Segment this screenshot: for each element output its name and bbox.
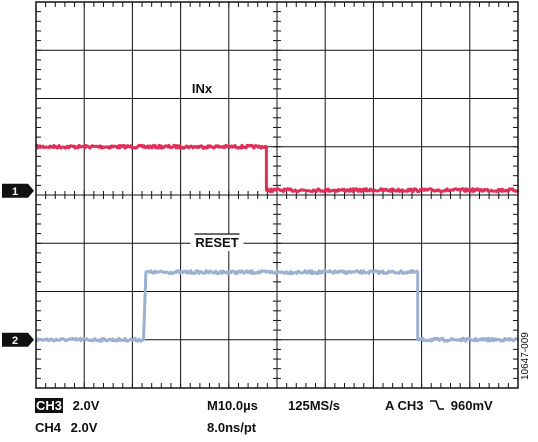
trigger-source: A CH3 xyxy=(385,398,424,413)
channel-markers: 12 xyxy=(2,183,34,347)
series-labels: INx RESET xyxy=(190,81,244,251)
plot-border xyxy=(35,1,519,389)
sample-rate-readout: 125MS/s xyxy=(288,398,341,413)
channel-marker-1 xyxy=(2,183,34,198)
channel-marker-2 xyxy=(2,332,34,347)
ch3-scale: 2.0V xyxy=(72,398,100,413)
timebase-readout: M10.0µs xyxy=(207,398,258,413)
label-backdrop xyxy=(190,234,244,251)
series-label-reset: RESET xyxy=(195,235,238,250)
channel-marker-label: 2 xyxy=(12,335,18,347)
trigger-level: 960mV xyxy=(450,398,493,413)
ch4-label: CH4 xyxy=(35,420,62,435)
trigger-readout: A CH3 960mV xyxy=(385,398,493,413)
ch4-scale: 2.0V xyxy=(70,420,98,435)
trace-inx xyxy=(34,143,520,194)
grid xyxy=(35,1,519,389)
traces xyxy=(34,143,520,343)
resolution-readout: 8.0ns/pt xyxy=(207,420,257,435)
ch4-readout: CH4 2.0V xyxy=(35,420,97,435)
falling-edge-icon xyxy=(430,400,445,410)
channel-marker-label: 1 xyxy=(12,186,18,198)
ch3-badge: CH3 xyxy=(35,398,64,413)
series-label-inx: INx xyxy=(192,81,213,96)
ch3-readout: CH3 2.0V xyxy=(35,398,99,413)
trace-reset xyxy=(34,269,520,343)
figure-id: 10647-009 xyxy=(520,332,531,380)
